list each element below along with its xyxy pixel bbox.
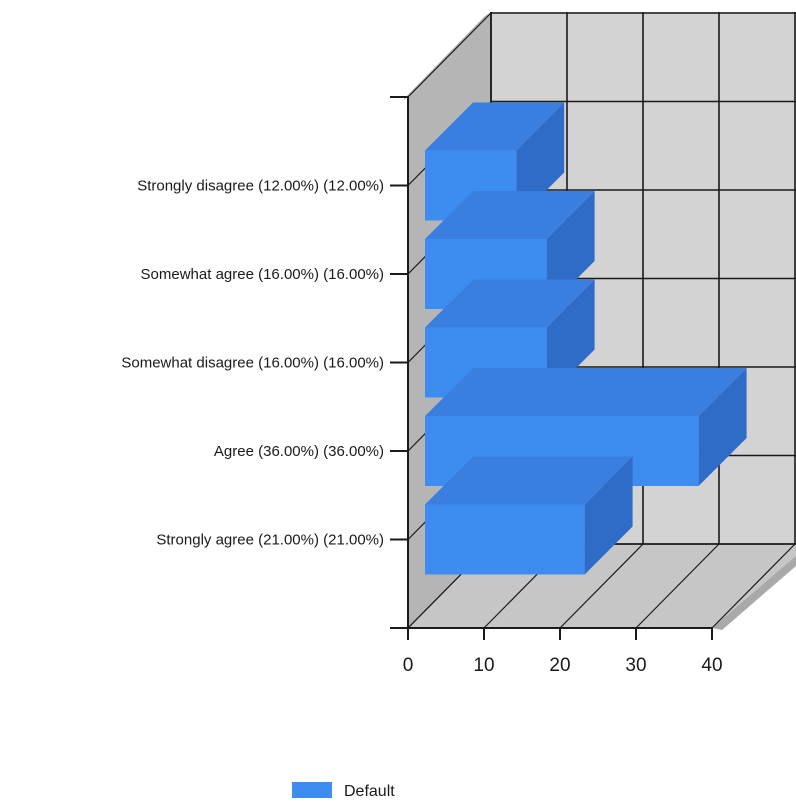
y-axis-tick-label: Strongly disagree (12.00%) (12.00%) (137, 178, 384, 195)
grid-line-side (407, 12, 492, 98)
chart-legend: Default (292, 782, 395, 800)
bar (425, 456, 633, 575)
y-axis-tick-label: Strongly agree (21.00%) (21.00%) (156, 532, 384, 549)
bar-side (584, 456, 633, 575)
floor-edge (712, 556, 796, 630)
wall-edge-top (402, 12, 491, 101)
legend-swatch (292, 782, 332, 798)
chart-axes: Strongly agree (21.00%) (21.00%) Agree (3… (121, 96, 723, 676)
grid-line-floor (711, 543, 796, 629)
bar-front (425, 504, 585, 575)
y-axis-tick-label: Agree (36.00%) (36.00%) (214, 443, 384, 460)
x-axis-tick-label: 40 (701, 655, 722, 676)
bar-top (425, 456, 633, 505)
chart-bars (425, 102, 747, 575)
bar-top (425, 279, 595, 328)
x-axis-tick-label: 20 (549, 655, 570, 676)
bar (425, 191, 595, 309)
grid-line-floor (635, 543, 720, 629)
bar-top (425, 191, 595, 239)
bar-top (425, 368, 747, 416)
x-axis-tick-label: 10 (473, 655, 494, 676)
y-axis-tick-label: Somewhat agree (16.00%) (16.00%) (141, 266, 384, 283)
bar-top (425, 102, 565, 151)
x-axis-tick-label: 30 (625, 655, 646, 676)
x-axis-tick-label: 0 (403, 655, 414, 676)
y-axis-tick-label: Somewhat disagree (16.00%) (16.00%) (121, 355, 384, 372)
grid-line-floor (559, 543, 644, 629)
bar (425, 279, 595, 398)
legend-label: Default (344, 783, 395, 800)
bar-side (698, 368, 747, 486)
